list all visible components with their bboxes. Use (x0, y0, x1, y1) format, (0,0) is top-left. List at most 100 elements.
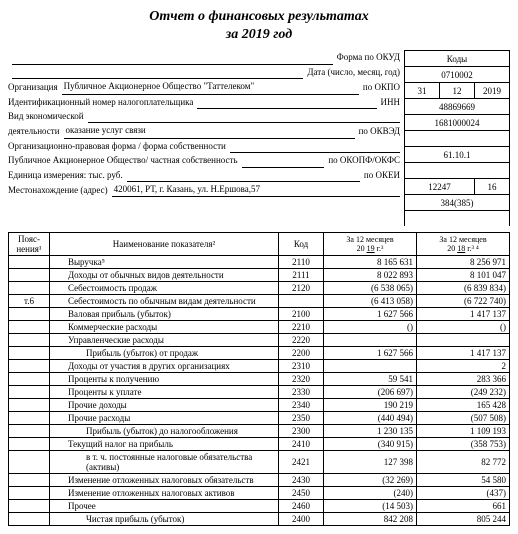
codes-row (405, 131, 510, 147)
cell-expl (9, 373, 50, 386)
th-name: Наименование показателя² (50, 233, 279, 256)
codes-row: 1681000024 (405, 115, 510, 131)
header-row: Вид экономической (8, 109, 400, 123)
cell-code: 2450 (279, 487, 324, 500)
cell-val2: 805 244 (417, 513, 510, 526)
codes-row: 48869669 (405, 99, 510, 115)
codes-cell: 1681000024 (405, 115, 510, 131)
header-value (12, 53, 333, 65)
cell-code: 2460 (279, 500, 324, 513)
table-row: Проценты к уплате2330(206 697)(249 232) (9, 386, 510, 399)
header-value (197, 97, 376, 109)
cell-name: Изменение отложенных налоговых обязатель… (50, 474, 279, 487)
cell-code: 2400 (279, 513, 324, 526)
table-row: Доходы от обычных видов деятельности2111… (9, 269, 510, 282)
table-row: Прочее2460(14 503)661 (9, 500, 510, 513)
header-label: деятельности (8, 124, 60, 138)
codes-cell: 61.10.1 (405, 147, 510, 163)
codes-cell: 0710002 (405, 67, 510, 83)
cell-name: в т. ч. постоянные налоговые обязательст… (50, 451, 279, 474)
cell-val1: (14 503) (324, 500, 417, 513)
header-row: ОрганизацияПубличное Акционерное Обществ… (8, 79, 400, 94)
header-suffix: по ОКПО (363, 80, 400, 94)
codes-cell: 31 (405, 83, 440, 99)
cell-val2: (358 753) (417, 438, 510, 451)
cell-val1: (440 494) (324, 412, 417, 425)
th-expl: Пояс-нения¹ (9, 233, 50, 256)
report-title: Отчет о финансовых результатах за 2019 г… (8, 8, 510, 44)
cell-val2: 1 109 193 (417, 425, 510, 438)
header-value: оказание услуг связи (64, 123, 355, 138)
cell-val2 (417, 334, 510, 347)
header-value: 420061, РТ, г. Казань, ул. Н.Ершова,57 (112, 182, 400, 197)
cell-val1: 1 230 135 (324, 425, 417, 438)
cell-val1: 1 627 566 (324, 347, 417, 360)
cell-code: 2111 (279, 269, 324, 282)
cell-expl (9, 386, 50, 399)
cell-val2: 8 101 047 (417, 269, 510, 282)
cell-code: 2421 (279, 451, 324, 474)
cell-code: 2100 (279, 308, 324, 321)
codes-row: 1224716 (405, 179, 510, 195)
header-value (127, 170, 360, 182)
header-row: Форма по ОКУД (8, 50, 400, 64)
header-label: Организационно-правовая форма / форма со… (8, 139, 226, 153)
header-row: Организационно-правовая форма / форма со… (8, 139, 400, 153)
cell-name: Себестоимость по обычным видам деятельно… (50, 295, 279, 308)
table-row: Прочие расходы2350(440 494)(507 508) (9, 412, 510, 425)
cell-expl (9, 487, 50, 500)
cell-name: Прибыль (убыток) до налогообложения (50, 425, 279, 438)
table-row: в т. ч. постоянные налоговые обязательст… (9, 451, 510, 474)
cell-expl (9, 321, 50, 334)
cell-expl (9, 347, 50, 360)
header-label: Единица измерения: тыс. руб. (8, 168, 123, 182)
header-value (242, 156, 325, 168)
cell-expl (9, 438, 50, 451)
header-suffix: Дата (число, месяц, год) (307, 65, 400, 79)
cell-val2: () (417, 321, 510, 334)
cell-code: 2350 (279, 412, 324, 425)
cell-expl (9, 282, 50, 295)
cell-val2: 2 (417, 360, 510, 373)
cell-val2: (507 508) (417, 412, 510, 425)
header-value: Публичное Акционерное Общество "Таттелек… (62, 79, 359, 94)
table-row: Прочие доходы2340190 219165 428 (9, 399, 510, 412)
cell-val1: 8 022 893 (324, 269, 417, 282)
cell-val1: 842 208 (324, 513, 417, 526)
cell-name: Себестоимость продаж (50, 282, 279, 295)
table-row: Изменение отложенных налоговых обязатель… (9, 474, 510, 487)
cell-code: 2430 (279, 474, 324, 487)
cell-code: 2110 (279, 256, 324, 269)
header-suffix: по ОКВЭД (359, 124, 400, 138)
cell-code: 2120 (279, 282, 324, 295)
cell-val1: 8 165 631 (324, 256, 417, 269)
header-value (230, 141, 400, 153)
cell-code: 2320 (279, 373, 324, 386)
header-value (12, 67, 303, 79)
cell-expl (9, 513, 50, 526)
table-row: Текущий налог на прибыль2410(340 915)(35… (9, 438, 510, 451)
cell-val1: () (324, 321, 417, 334)
cell-val1: (340 915) (324, 438, 417, 451)
codes-row (405, 163, 510, 179)
cell-val1: (32 269) (324, 474, 417, 487)
table-row: Управленческие расходы2220 (9, 334, 510, 347)
table-row: Валовая прибыль (убыток)21001 627 5661 4… (9, 308, 510, 321)
header-row: Идентификационный номер налогоплательщик… (8, 95, 400, 109)
table-row: Выручка⁵21108 165 6318 256 971 (9, 256, 510, 269)
header-label: Вид экономической (8, 109, 84, 123)
cell-expl (9, 399, 50, 412)
cell-name: Чистая прибыль (убыток) (50, 513, 279, 526)
cell-val2: (249 232) (417, 386, 510, 399)
table-row: Проценты к получению232059 541283 366 (9, 373, 510, 386)
codes-row: 0710002 (405, 67, 510, 83)
cell-expl (9, 451, 50, 474)
cell-code: 2310 (279, 360, 324, 373)
cell-name: Проценты к получению (50, 373, 279, 386)
cell-expl: т.6 (9, 295, 50, 308)
cell-name: Изменение отложенных налоговых активов (50, 487, 279, 500)
header-row: Единица измерения: тыс. руб.по ОКЕИ (8, 168, 400, 182)
table-row: Себестоимость продаж2120(6 538 065)(6 83… (9, 282, 510, 295)
header-suffix: ИНН (381, 95, 401, 109)
cell-val2: (6 722 740) (417, 295, 510, 308)
